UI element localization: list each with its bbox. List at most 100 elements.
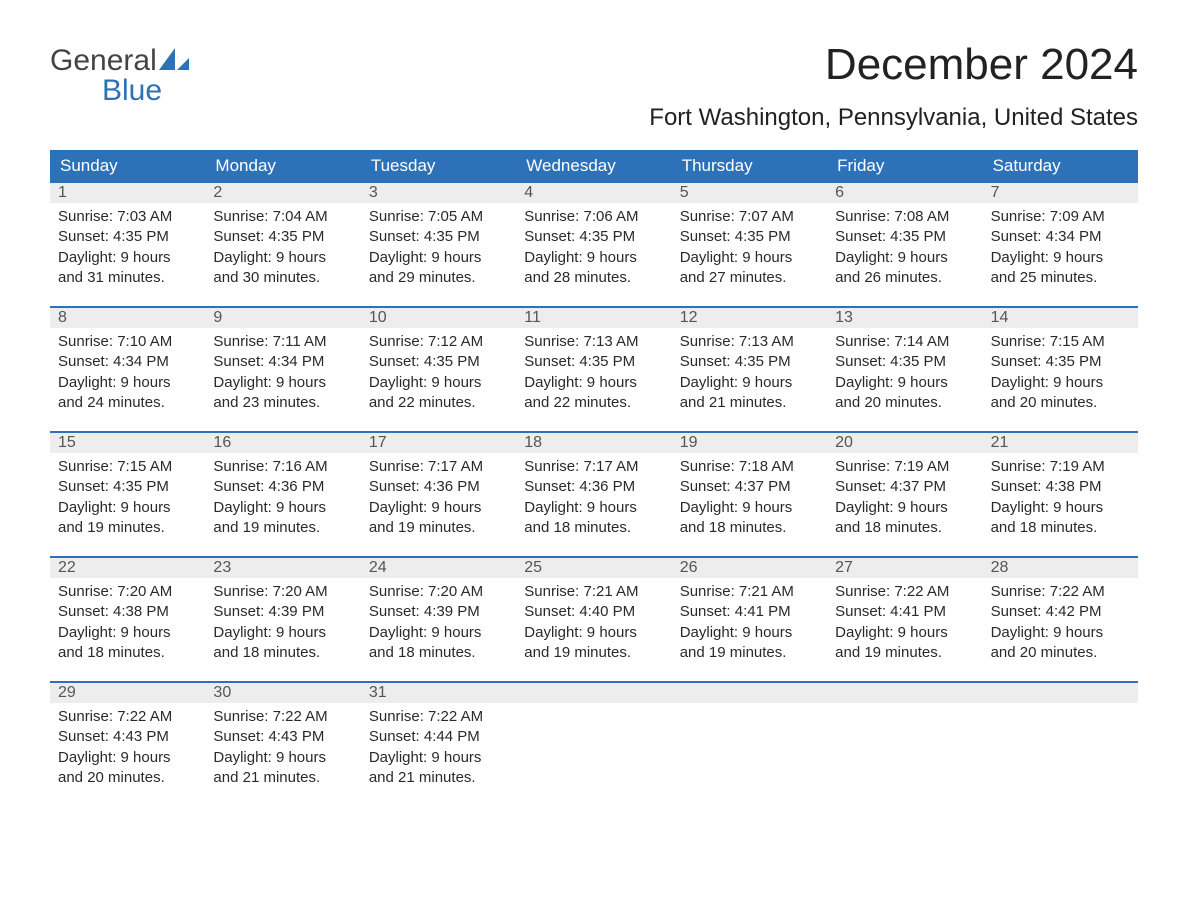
daylight-line1: Daylight: 9 hours xyxy=(213,623,352,643)
sunset-line: Sunset: 4:35 PM xyxy=(680,352,819,372)
daylight-line2: and 21 minutes. xyxy=(369,768,508,788)
day-details: Sunrise: 7:15 AMSunset: 4:35 PMDaylight:… xyxy=(50,453,205,556)
daylight-line1: Daylight: 9 hours xyxy=(680,498,819,518)
day-number: 20 xyxy=(827,431,982,453)
daylight-line1: Daylight: 9 hours xyxy=(213,373,352,393)
sunset-line: Sunset: 4:35 PM xyxy=(835,227,974,247)
day-number: 25 xyxy=(516,556,671,578)
day-details: Sunrise: 7:20 AMSunset: 4:39 PMDaylight:… xyxy=(205,578,360,681)
sunset-line: Sunset: 4:35 PM xyxy=(991,352,1130,372)
sunrise-line: Sunrise: 7:17 AM xyxy=(369,457,508,477)
day-details: Sunrise: 7:20 AMSunset: 4:38 PMDaylight:… xyxy=(50,578,205,681)
daylight-line2: and 20 minutes. xyxy=(991,393,1130,413)
dow-header: Friday xyxy=(827,150,982,181)
day-number: 11 xyxy=(516,306,671,328)
daylight-line1: Daylight: 9 hours xyxy=(58,498,197,518)
sunset-line: Sunset: 4:43 PM xyxy=(58,727,197,747)
day-details: Sunrise: 7:19 AMSunset: 4:37 PMDaylight:… xyxy=(827,453,982,556)
daylight-line2: and 30 minutes. xyxy=(213,268,352,288)
day-number: 19 xyxy=(672,431,827,453)
day-number: 4 xyxy=(516,181,671,203)
sunrise-line: Sunrise: 7:22 AM xyxy=(835,582,974,602)
daylight-line2: and 27 minutes. xyxy=(680,268,819,288)
day-details: Sunrise: 7:21 AMSunset: 4:41 PMDaylight:… xyxy=(672,578,827,681)
calendar-cell xyxy=(516,681,671,806)
day-number xyxy=(672,681,827,703)
sunrise-line: Sunrise: 7:20 AM xyxy=(58,582,197,602)
day-details: Sunrise: 7:22 AMSunset: 4:42 PMDaylight:… xyxy=(983,578,1138,681)
sunrise-line: Sunrise: 7:03 AM xyxy=(58,207,197,227)
daylight-line2: and 21 minutes. xyxy=(680,393,819,413)
daylight-line2: and 23 minutes. xyxy=(213,393,352,413)
sunrise-line: Sunrise: 7:08 AM xyxy=(835,207,974,227)
daylight-line1: Daylight: 9 hours xyxy=(369,248,508,268)
daylight-line1: Daylight: 9 hours xyxy=(58,248,197,268)
sunset-line: Sunset: 4:34 PM xyxy=(58,352,197,372)
day-number: 14 xyxy=(983,306,1138,328)
page-title: December 2024 xyxy=(649,40,1138,90)
sunrise-line: Sunrise: 7:21 AM xyxy=(680,582,819,602)
brand-word1: General xyxy=(50,46,157,76)
day-number: 6 xyxy=(827,181,982,203)
day-number: 7 xyxy=(983,181,1138,203)
sunrise-line: Sunrise: 7:22 AM xyxy=(213,707,352,727)
daylight-line2: and 26 minutes. xyxy=(835,268,974,288)
calendar-cell xyxy=(827,681,982,806)
calendar-cell: 26Sunrise: 7:21 AMSunset: 4:41 PMDayligh… xyxy=(672,556,827,681)
daylight-line2: and 31 minutes. xyxy=(58,268,197,288)
daylight-line1: Daylight: 9 hours xyxy=(524,623,663,643)
sunrise-line: Sunrise: 7:22 AM xyxy=(369,707,508,727)
day-number: 29 xyxy=(50,681,205,703)
sunrise-line: Sunrise: 7:19 AM xyxy=(835,457,974,477)
calendar-cell: 22Sunrise: 7:20 AMSunset: 4:38 PMDayligh… xyxy=(50,556,205,681)
sunset-line: Sunset: 4:37 PM xyxy=(680,477,819,497)
sunset-line: Sunset: 4:35 PM xyxy=(369,227,508,247)
calendar-cell: 16Sunrise: 7:16 AMSunset: 4:36 PMDayligh… xyxy=(205,431,360,556)
day-number: 26 xyxy=(672,556,827,578)
calendar-cell: 4Sunrise: 7:06 AMSunset: 4:35 PMDaylight… xyxy=(516,181,671,306)
sunrise-line: Sunrise: 7:13 AM xyxy=(680,332,819,352)
calendar-cell: 23Sunrise: 7:20 AMSunset: 4:39 PMDayligh… xyxy=(205,556,360,681)
day-number: 24 xyxy=(361,556,516,578)
day-details xyxy=(672,703,827,725)
calendar-cell: 10Sunrise: 7:12 AMSunset: 4:35 PMDayligh… xyxy=(361,306,516,431)
sunset-line: Sunset: 4:42 PM xyxy=(991,602,1130,622)
dow-header: Thursday xyxy=(672,150,827,181)
daylight-line1: Daylight: 9 hours xyxy=(369,748,508,768)
brand-sail-icon xyxy=(159,46,189,76)
sunset-line: Sunset: 4:39 PM xyxy=(369,602,508,622)
location-subtitle: Fort Washington, Pennsylvania, United St… xyxy=(649,104,1138,132)
day-details: Sunrise: 7:12 AMSunset: 4:35 PMDaylight:… xyxy=(361,328,516,431)
day-details: Sunrise: 7:22 AMSunset: 4:43 PMDaylight:… xyxy=(50,703,205,806)
daylight-line1: Daylight: 9 hours xyxy=(369,373,508,393)
sunrise-line: Sunrise: 7:17 AM xyxy=(524,457,663,477)
calendar-cell: 17Sunrise: 7:17 AMSunset: 4:36 PMDayligh… xyxy=(361,431,516,556)
calendar-cell: 3Sunrise: 7:05 AMSunset: 4:35 PMDaylight… xyxy=(361,181,516,306)
sunset-line: Sunset: 4:35 PM xyxy=(524,227,663,247)
day-number: 23 xyxy=(205,556,360,578)
day-number xyxy=(827,681,982,703)
sunrise-line: Sunrise: 7:20 AM xyxy=(369,582,508,602)
calendar-cell: 11Sunrise: 7:13 AMSunset: 4:35 PMDayligh… xyxy=(516,306,671,431)
daylight-line2: and 19 minutes. xyxy=(524,643,663,663)
daylight-line1: Daylight: 9 hours xyxy=(524,248,663,268)
sunrise-line: Sunrise: 7:10 AM xyxy=(58,332,197,352)
sunset-line: Sunset: 4:34 PM xyxy=(991,227,1130,247)
sunrise-line: Sunrise: 7:20 AM xyxy=(213,582,352,602)
daylight-line1: Daylight: 9 hours xyxy=(991,498,1130,518)
day-number: 16 xyxy=(205,431,360,453)
daylight-line1: Daylight: 9 hours xyxy=(680,623,819,643)
sunset-line: Sunset: 4:35 PM xyxy=(58,477,197,497)
day-number: 28 xyxy=(983,556,1138,578)
sunset-line: Sunset: 4:35 PM xyxy=(58,227,197,247)
daylight-line1: Daylight: 9 hours xyxy=(369,623,508,643)
daylight-line1: Daylight: 9 hours xyxy=(991,623,1130,643)
sunrise-line: Sunrise: 7:13 AM xyxy=(524,332,663,352)
calendar-cell: 5Sunrise: 7:07 AMSunset: 4:35 PMDaylight… xyxy=(672,181,827,306)
sunset-line: Sunset: 4:38 PM xyxy=(991,477,1130,497)
day-number: 5 xyxy=(672,181,827,203)
day-details: Sunrise: 7:09 AMSunset: 4:34 PMDaylight:… xyxy=(983,203,1138,306)
day-number: 2 xyxy=(205,181,360,203)
daylight-line1: Daylight: 9 hours xyxy=(213,248,352,268)
sunrise-line: Sunrise: 7:12 AM xyxy=(369,332,508,352)
